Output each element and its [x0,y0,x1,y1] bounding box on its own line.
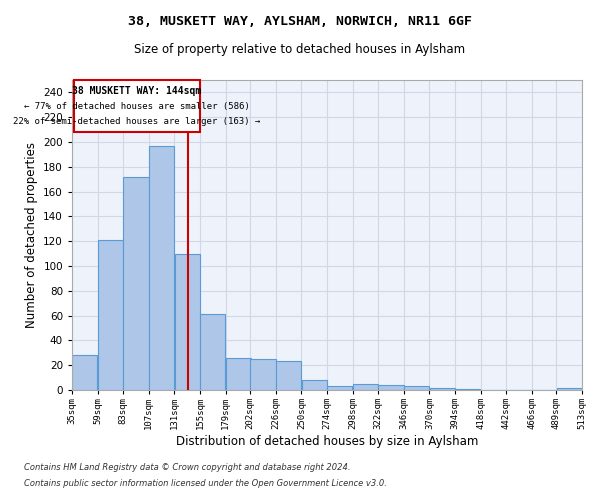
Bar [327,386,352,390]
Bar [353,384,378,390]
Bar [124,176,149,390]
Bar [226,358,251,390]
Bar [200,314,226,390]
Bar [98,240,123,390]
Bar [557,388,582,390]
Text: ← 77% of detached houses are smaller (586): ← 77% of detached houses are smaller (58… [24,102,250,112]
Text: Contains HM Land Registry data © Crown copyright and database right 2024.: Contains HM Land Registry data © Crown c… [24,464,350,472]
Text: 22% of semi-detached houses are larger (163) →: 22% of semi-detached houses are larger (… [13,117,261,126]
Bar [455,389,481,390]
Y-axis label: Number of detached properties: Number of detached properties [25,142,38,328]
Bar [175,254,200,390]
Bar [72,356,97,390]
X-axis label: Distribution of detached houses by size in Aylsham: Distribution of detached houses by size … [176,435,478,448]
Text: Contains public sector information licensed under the Open Government Licence v3: Contains public sector information licen… [24,478,387,488]
Bar [404,386,429,390]
Bar [276,362,301,390]
Text: 38, MUSKETT WAY, AYLSHAM, NORWICH, NR11 6GF: 38, MUSKETT WAY, AYLSHAM, NORWICH, NR11 … [128,15,472,28]
Bar [74,80,200,132]
Bar [379,385,404,390]
Text: 38 MUSKETT WAY: 144sqm: 38 MUSKETT WAY: 144sqm [73,86,202,96]
Text: Size of property relative to detached houses in Aylsham: Size of property relative to detached ho… [134,42,466,56]
Bar [149,146,174,390]
Bar [302,380,327,390]
Bar [250,359,275,390]
Bar [430,388,455,390]
